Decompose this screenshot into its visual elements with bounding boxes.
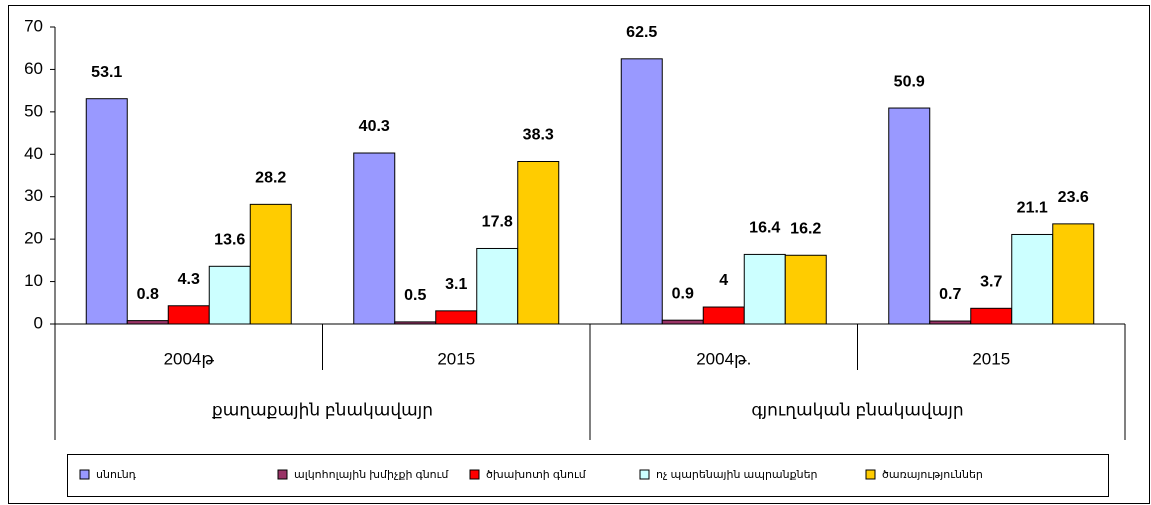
y-tick-label: 30 bbox=[24, 186, 43, 205]
x-tick-label: 2015 bbox=[437, 349, 475, 368]
legend-box bbox=[67, 454, 1109, 497]
legend-label: սնունդ bbox=[96, 469, 137, 481]
value-label: 40.3 bbox=[359, 118, 390, 135]
bar bbox=[784, 254, 827, 325]
value-label: 62.5 bbox=[626, 24, 657, 41]
value-label: 17.8 bbox=[482, 214, 513, 231]
value-label: 3.7 bbox=[980, 274, 1002, 291]
legend-swatch bbox=[865, 469, 876, 480]
value-label: 3.1 bbox=[445, 276, 467, 293]
legend-label: ոչ պարենային ապրանքներ bbox=[656, 469, 818, 481]
value-label: 28.2 bbox=[255, 170, 286, 187]
bar bbox=[353, 152, 396, 325]
y-tick-label: 40 bbox=[24, 144, 43, 163]
bar bbox=[126, 320, 169, 325]
bar bbox=[620, 58, 663, 325]
bar bbox=[970, 307, 1013, 325]
y-tick-label: 50 bbox=[24, 101, 43, 120]
value-label: 21.1 bbox=[1017, 200, 1048, 217]
value-label: 38.3 bbox=[523, 127, 554, 144]
group-label: քաղաքային բնակավայր bbox=[212, 400, 433, 419]
y-tick-label: 0 bbox=[34, 313, 43, 332]
bar bbox=[517, 160, 560, 325]
x-tick-label: 2004թ bbox=[164, 349, 215, 368]
value-label: 4.3 bbox=[178, 271, 200, 288]
y-tick-label: 70 bbox=[24, 16, 43, 35]
x-tick-label: 2004թ. bbox=[696, 349, 751, 368]
value-label: 50.9 bbox=[894, 73, 925, 90]
y-tick-label: 10 bbox=[24, 271, 43, 290]
bar bbox=[702, 306, 745, 325]
bar bbox=[249, 203, 292, 325]
legend-label: ծառայություններ bbox=[882, 469, 983, 481]
bar bbox=[85, 98, 128, 325]
legend-swatch bbox=[277, 469, 288, 480]
bar bbox=[661, 319, 704, 325]
bar bbox=[208, 265, 251, 325]
legend-label: ծխախոտի գնում bbox=[486, 469, 587, 481]
bar bbox=[476, 247, 519, 325]
y-tick-label: 20 bbox=[24, 229, 43, 248]
legend-label: ալկոհոլային խմիչքի գնում bbox=[294, 469, 449, 481]
chart-frame bbox=[8, 5, 1150, 504]
value-label: 13.6 bbox=[214, 232, 245, 249]
bar bbox=[167, 305, 210, 325]
bar bbox=[743, 253, 786, 325]
value-label: 0.5 bbox=[404, 287, 426, 304]
x-tick-label: 2015 bbox=[972, 349, 1010, 368]
value-label: 4 bbox=[719, 272, 728, 289]
value-label: 23.6 bbox=[1058, 189, 1089, 206]
value-label: 0.8 bbox=[137, 286, 159, 303]
group-label: գյուղական բնակավայր bbox=[751, 400, 963, 419]
bar bbox=[1052, 223, 1095, 325]
legend-swatch bbox=[79, 469, 90, 480]
y-tick-label: 60 bbox=[24, 59, 43, 78]
value-label: 53.1 bbox=[91, 64, 122, 81]
legend-swatch bbox=[639, 469, 650, 480]
value-label: 0.9 bbox=[672, 285, 694, 302]
value-label: 16.4 bbox=[749, 220, 780, 237]
bar bbox=[435, 310, 478, 325]
bar bbox=[888, 107, 931, 325]
bar bbox=[1011, 233, 1054, 325]
legend-swatch bbox=[469, 469, 480, 480]
value-label: 0.7 bbox=[939, 286, 961, 303]
value-label: 16.2 bbox=[790, 220, 821, 237]
